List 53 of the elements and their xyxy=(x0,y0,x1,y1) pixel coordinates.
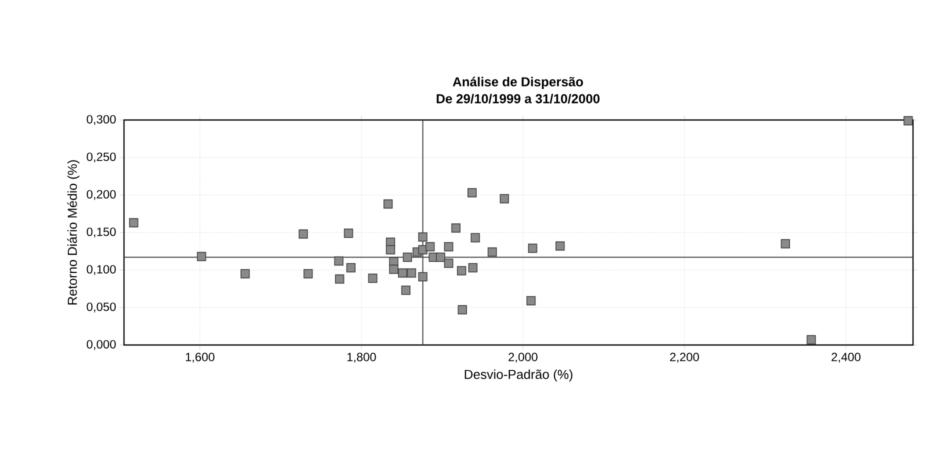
point xyxy=(418,232,428,242)
point xyxy=(401,286,410,295)
point xyxy=(418,272,428,282)
x-tick-label: 1,800 xyxy=(347,352,376,363)
y-axis-title: Retorno Diário Médio (%) xyxy=(67,160,80,304)
point xyxy=(526,296,536,306)
point xyxy=(196,252,206,262)
point xyxy=(904,116,913,126)
point xyxy=(240,269,250,278)
y-tick-label: 0,300 xyxy=(86,115,116,125)
point xyxy=(470,233,480,242)
point xyxy=(389,264,398,274)
point xyxy=(304,269,313,278)
y-tick-label: 0,250 xyxy=(86,152,116,162)
point xyxy=(129,218,138,228)
x-axis-title: Desvio-Padrão (%) xyxy=(464,369,572,382)
point xyxy=(468,263,478,272)
point xyxy=(425,242,435,252)
point xyxy=(298,229,308,239)
y-tick-label: 0,050 xyxy=(86,302,116,312)
chart-title: Análise de Dispersão xyxy=(452,76,583,89)
y-tick-label: 0,150 xyxy=(86,228,116,238)
point xyxy=(500,194,509,204)
point xyxy=(344,228,354,238)
point xyxy=(467,188,477,198)
x-tick-label: 2,400 xyxy=(832,352,860,363)
point xyxy=(402,252,412,262)
point xyxy=(444,242,454,252)
point xyxy=(334,256,344,266)
point xyxy=(806,335,816,344)
point xyxy=(556,241,565,251)
y-tick-label: 0,100 xyxy=(86,265,116,275)
point xyxy=(406,268,416,278)
chart-subtitle: De 29/10/1999 a 31/10/2000 xyxy=(436,94,600,104)
point xyxy=(368,274,378,283)
point xyxy=(335,274,344,284)
y-tick-label: 0,000 xyxy=(86,340,116,350)
point xyxy=(528,244,538,253)
point xyxy=(488,247,497,257)
x-tick-label: 2,200 xyxy=(670,352,699,363)
point xyxy=(436,252,446,262)
point xyxy=(451,223,461,233)
point xyxy=(384,199,393,209)
point xyxy=(398,268,408,278)
point xyxy=(458,305,467,314)
point xyxy=(444,258,454,268)
y-tick-label: 0,200 xyxy=(86,190,116,200)
x-tick-label: 1,600 xyxy=(186,352,214,363)
point xyxy=(456,266,466,276)
x-tick-label: 2,000 xyxy=(508,352,538,363)
point xyxy=(346,263,356,272)
point xyxy=(386,245,396,254)
point xyxy=(780,239,790,248)
